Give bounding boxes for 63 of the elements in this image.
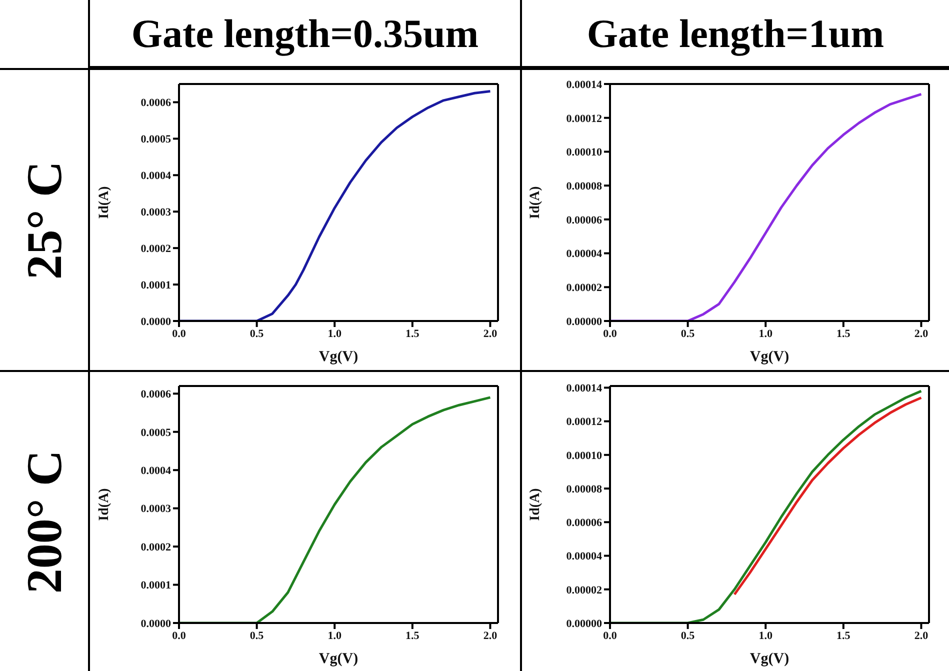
y-tick-label: 0.00008 — [566, 482, 602, 495]
x-axis-title: Vg(V) — [318, 650, 358, 666]
y-tick-label: 0.0006 — [140, 97, 172, 110]
x-tick-label: 0.0 — [602, 629, 617, 642]
y-tick-label: 0.00010 — [566, 449, 602, 462]
x-axis-title: Vg(V) — [749, 650, 789, 666]
x-tick-label: 1.0 — [328, 328, 342, 340]
x-tick-label: 0.5 — [250, 629, 264, 642]
x-tick-label: 0.5 — [250, 328, 264, 340]
x-tick-label: 1.0 — [758, 629, 772, 642]
y-tick-label: 0.0005 — [140, 134, 172, 146]
x-tick-label: 0.5 — [680, 629, 695, 642]
y-tick-label: 0.00014 — [566, 382, 602, 394]
x-tick-label: 0.5 — [680, 328, 695, 340]
y-tick-label: 0.0005 — [140, 426, 172, 438]
x-tick-label: 0.0 — [172, 328, 186, 340]
y-axis-title: Id(A) — [96, 487, 112, 520]
x-axis-title: Vg(V) — [749, 349, 789, 365]
y-tick-label: 0.00002 — [566, 584, 602, 596]
x-tick-label: 1.5 — [836, 629, 850, 642]
x-tick-label: 2.0 — [483, 629, 498, 642]
x-tick-label: 1.5 — [406, 328, 420, 340]
y-tick-label: 0.0001 — [140, 579, 171, 592]
y-tick-label: 0.00012 — [566, 112, 602, 125]
x-tick-label: 2.0 — [483, 328, 498, 340]
x-tick-label: 1.0 — [328, 629, 342, 642]
y-tick-label: 0.00006 — [566, 516, 602, 529]
y-tick-label: 0.00012 — [566, 416, 602, 428]
x-tick-label: 0.0 — [602, 328, 617, 340]
y-tick-label: 0.0000 — [140, 617, 172, 630]
x-tick-label: 2.0 — [914, 629, 928, 642]
y-axis-title: Id(A) — [96, 186, 112, 219]
line-series — [732, 396, 922, 596]
y-tick-label: 0.00000 — [566, 617, 602, 630]
y-tick-label: 0.0002 — [140, 540, 172, 553]
y-axis-title: Id(A) — [527, 487, 542, 520]
x-axis-title: Vg(V) — [318, 349, 358, 365]
text: 25° C — [15, 160, 73, 280]
y-tick-label: 0.00010 — [566, 146, 602, 159]
y-tick-label: 0.00004 — [566, 550, 602, 562]
y-tick-label: 0.00006 — [566, 214, 602, 226]
y-tick-label: 0.0003 — [140, 206, 172, 219]
y-tick-label: 0.00000 — [566, 316, 602, 328]
y-axis-title: Id(A) — [527, 186, 542, 219]
x-tick-label: 1.5 — [406, 629, 420, 642]
y-tick-label: 0.0004 — [140, 464, 172, 476]
x-tick-label: 1.0 — [758, 328, 772, 340]
x-tick-label: 1.5 — [836, 328, 850, 340]
y-tick-label: 0.0001 — [140, 279, 171, 292]
x-tick-label: 0.0 — [172, 629, 186, 642]
x-tick-label: 2.0 — [914, 328, 928, 340]
y-tick-label: 0.00004 — [566, 248, 602, 260]
y-tick-label: 0.0003 — [140, 502, 172, 515]
chart-title: Gate length=1um — [586, 10, 884, 56]
y-tick-label: 0.0000 — [140, 316, 172, 328]
y-tick-label: 0.00008 — [566, 180, 602, 192]
y-tick-label: 0.0006 — [140, 388, 172, 400]
text: 200° C — [15, 450, 73, 594]
y-tick-label: 0.00014 — [566, 78, 602, 91]
y-tick-label: 0.00002 — [566, 282, 602, 294]
chart-title: Gate length=0.35um — [131, 10, 479, 56]
y-tick-label: 0.0004 — [140, 170, 172, 182]
y-tick-label: 0.0002 — [140, 242, 172, 255]
